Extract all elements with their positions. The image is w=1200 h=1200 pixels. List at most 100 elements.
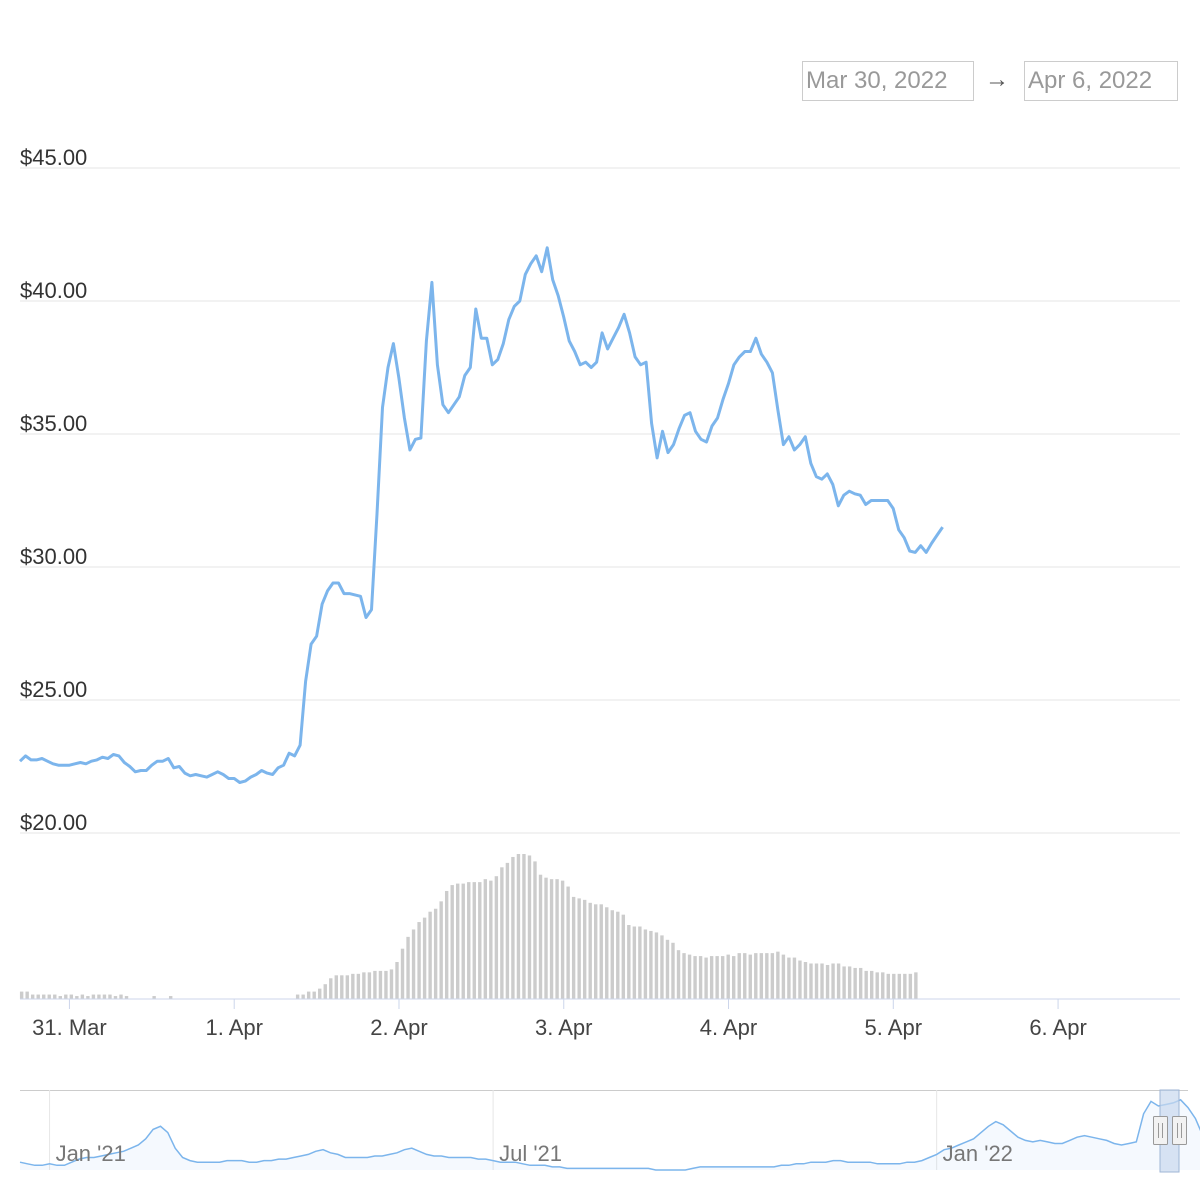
y-tick-label: $40.00: [20, 278, 87, 303]
volume-bar: [643, 929, 648, 999]
volume-bar: [417, 922, 421, 999]
price-series: [18, 246, 944, 784]
volume-bar: [456, 883, 460, 999]
volume-bar: [864, 970, 868, 999]
volume-bar: [698, 956, 703, 999]
volume-bar: [478, 882, 482, 999]
volume-bar: [544, 877, 548, 999]
volume-bar: [389, 969, 394, 999]
volume-bar: [533, 861, 537, 999]
navigator-tick-label: Jan '21: [56, 1141, 126, 1166]
range-arrow: →: [985, 66, 1009, 93]
volume-bar: [842, 966, 846, 999]
volume-bar: [803, 962, 808, 999]
volume-bar: [610, 910, 614, 999]
volume-bar: [30, 994, 35, 999]
volume-bar: [748, 954, 752, 999]
volume-bar: [616, 911, 620, 999]
volume-bar: [759, 953, 764, 999]
volume-bar: [599, 904, 603, 999]
volume-bar: [715, 956, 719, 999]
volume-bar: [594, 904, 598, 999]
volume-bar: [582, 899, 587, 999]
volume-bar: [433, 908, 438, 999]
navigator-labels: Jan '21 Jul '21 Jan '22: [56, 1141, 1013, 1166]
volume-bar: [340, 975, 344, 999]
x-tick-label: 2. Apr: [370, 1015, 427, 1040]
volume-bar: [489, 880, 493, 999]
volume-bar: [516, 854, 521, 999]
volume-bar: [345, 975, 350, 999]
volume-bar: [809, 963, 813, 999]
volume-bar: [737, 953, 741, 999]
volume-bar: [53, 994, 57, 999]
y-axis-labels: $45.00 $40.00 $35.00 $30.00 $25.00 $20.00: [20, 145, 87, 835]
navigator[interactable]: Jan '21 Jul '21 Jan '22: [19, 1089, 1200, 1173]
volume-bar: [75, 996, 79, 999]
volume-bar: [36, 994, 40, 999]
volume-bar: [102, 994, 107, 999]
volume-bar: [411, 929, 416, 999]
volume-bar: [373, 970, 377, 999]
volume-bar: [903, 973, 907, 999]
volume-bar: [825, 964, 830, 999]
volume-bar: [400, 948, 405, 999]
volume-bar: [168, 996, 173, 999]
volume-bars: [19, 854, 918, 999]
volume-bar: [621, 914, 626, 999]
volume-bar: [566, 886, 570, 999]
x-axis-ticks: [68, 999, 1059, 1009]
navigator-background: [20, 1090, 1188, 1172]
volume-bar: [108, 994, 112, 999]
volume-bar: [781, 954, 786, 999]
volume-bar: [687, 954, 692, 999]
volume-bar: [467, 882, 471, 999]
volume-bar: [152, 996, 156, 999]
volume-bar: [720, 956, 725, 999]
volume-bar: [395, 962, 399, 999]
range-from-input[interactable]: Mar 30, 2022: [802, 61, 974, 101]
volume-bar: [91, 994, 96, 999]
volume-bar: [69, 994, 74, 999]
volume-bar: [378, 970, 383, 999]
volume-bar: [301, 994, 305, 999]
volume-bar: [892, 973, 896, 999]
volume-bar: [356, 973, 361, 999]
volume-bar: [671, 942, 675, 999]
volume-bar: [897, 973, 902, 999]
volume-bar: [384, 970, 388, 999]
volume-bar: [124, 996, 129, 999]
navigator-left-handle[interactable]: [1153, 1116, 1168, 1145]
volume-bar: [500, 867, 504, 999]
x-axis-labels: 31. Mar 1. Apr 2. Apr 3. Apr 4. Apr 5. Apr 6. …: [32, 1015, 1087, 1040]
x-tick-label: 4. Apr: [700, 1015, 757, 1040]
volume-bar: [709, 956, 714, 999]
volume-bar: [538, 874, 543, 999]
volume-bar: [522, 854, 526, 999]
volume-bar: [428, 911, 432, 999]
volume-bar: [494, 876, 499, 999]
volume-bar: [770, 953, 775, 999]
volume-bar: [571, 896, 576, 999]
volume-bar: [25, 991, 29, 999]
volume-bar: [86, 996, 90, 999]
navigator-grid: [49, 1090, 938, 1170]
volume-bar: [560, 880, 565, 999]
volume-bar: [555, 879, 559, 999]
volume-bar: [64, 994, 68, 999]
volume-bar: [726, 954, 730, 999]
volume-bar: [676, 950, 681, 999]
volume-bar: [450, 885, 454, 999]
range-to-input[interactable]: Apr 6, 2022: [1024, 61, 1178, 101]
volume-bar: [665, 939, 670, 999]
volume-bar: [605, 907, 609, 999]
navigator-tick-label: Jul '21: [499, 1141, 562, 1166]
volume-bar: [312, 991, 316, 999]
navigator-right-handle[interactable]: [1172, 1116, 1187, 1145]
navigator-area: [20, 1099, 1200, 1170]
volume-bar: [881, 972, 885, 999]
volume-bar: [836, 963, 841, 999]
x-tick-label: 3. Apr: [535, 1015, 592, 1040]
volume-bar: [97, 994, 101, 999]
volume-bar: [511, 856, 515, 999]
